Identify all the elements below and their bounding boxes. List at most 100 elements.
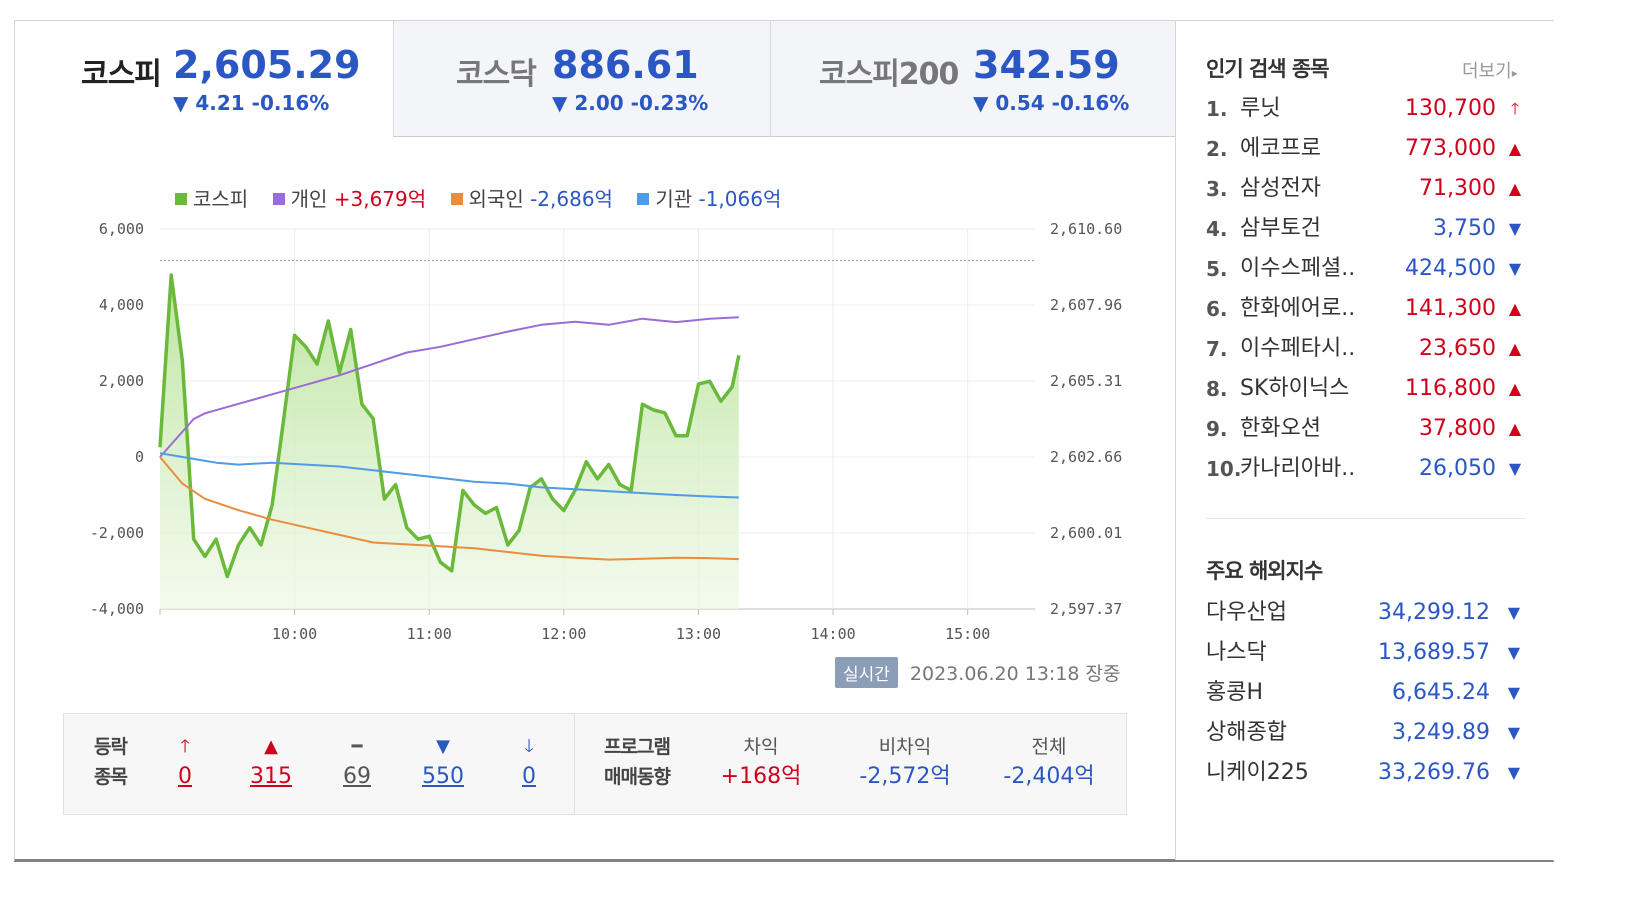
stock-name: 삼부토건: [1240, 216, 1321, 241]
up-arrow-icon: ▲: [1508, 179, 1522, 198]
down-arrow-icon: ▼: [436, 736, 450, 757]
program-value: -2,572억: [859, 764, 951, 789]
popular-stock-row[interactable]: 6. 한화에어로.. 141,300 ▲: [1206, 289, 1526, 329]
stock-name: 카나리아바..: [1240, 456, 1356, 481]
overseas-index-row[interactable]: 홍콩H 6,645.24 ▼: [1206, 673, 1526, 713]
market-widget: 코스피 2,605.29 ▼ 4.21 -0.16% 코스닥 886.61 ▼ …: [14, 20, 1554, 862]
upper-limit-icon: 🡑: [1510, 99, 1520, 118]
popular-stock-row[interactable]: 5. 이수스페셜.. 424,500 ▼: [1206, 249, 1526, 289]
popular-stock-row[interactable]: 8. SK하이닉스 116,800 ▲: [1206, 369, 1526, 409]
legend-value: +3,679억: [333, 187, 427, 211]
stock-name: 삼성전자: [1240, 176, 1321, 201]
stock-name: 한화에어로..: [1240, 296, 1356, 321]
stock-price: 26,050: [1419, 456, 1496, 481]
breadth-count[interactable]: 🡑 0: [150, 732, 220, 792]
overseas-index-row[interactable]: 니케이225 33,269.76 ▼: [1206, 753, 1526, 793]
tab-kosdaq[interactable]: 코스닥 886.61 ▼ 2.00 -0.23%: [393, 21, 770, 137]
index-value: 3,249.89: [1392, 720, 1490, 745]
right-tick-label: 2,605.31: [1050, 372, 1122, 390]
popular-stock-row[interactable]: 2. 에코프로 773,000 ▲: [1206, 129, 1526, 169]
index-name: 다우산업: [1206, 600, 1287, 625]
up-arrow-icon: ▲: [1508, 419, 1522, 438]
popular-stock-row[interactable]: 3. 삼성전자 71,300 ▲: [1206, 169, 1526, 209]
popular-stock-row[interactable]: 10. 카나리아바.. 26,050 ▼: [1206, 449, 1526, 489]
up-arrow-icon: ▲: [1508, 139, 1522, 158]
overseas-index-row[interactable]: 다우산업 34,299.12 ▼: [1206, 593, 1526, 633]
x-tick-label: 10:00: [272, 625, 317, 643]
up-arrow-icon: ▲: [1508, 339, 1522, 358]
stock-name: 한화오션: [1240, 416, 1321, 441]
rank-number: 1.: [1206, 97, 1228, 121]
rank-number: 6.: [1206, 297, 1228, 321]
program-head: 비차익: [878, 736, 932, 758]
timestamp-text: 2023.06.20 13:18 장중: [909, 663, 1121, 685]
program-value: +168억: [720, 764, 802, 789]
stock-price: 116,800: [1405, 376, 1496, 401]
overseas-title: 주요 해외지수: [1206, 559, 1323, 583]
x-tick-label: 15:00: [945, 625, 990, 643]
rank-number: 8.: [1206, 377, 1228, 401]
program-head: 차익: [743, 736, 779, 758]
program-label-1: 프로그램: [604, 736, 671, 758]
popular-stock-row[interactable]: 9. 한화오션 37,800 ▲: [1206, 409, 1526, 449]
tab-name: 코스닥: [456, 57, 537, 92]
program-head: 전체: [1031, 736, 1067, 758]
market-summary: 등락 종목 🡑 0 ▲ 315 ━ 69 ▼ 550 🡓 0 프로그램 매매동향 차익 +168억 비…: [63, 713, 1127, 815]
up-arrow-icon: ▲: [264, 736, 278, 757]
stock-price: 23,650: [1419, 336, 1496, 361]
breadth-count-value: 0: [178, 764, 192, 789]
x-tick-label: 12:00: [541, 625, 586, 643]
tab-kospi200[interactable]: 코스피200 342.59 ▼ 0.54 -0.16%: [770, 21, 1175, 137]
series-area-코스피: [160, 275, 739, 609]
popular-stock-row[interactable]: 1. 루닛 130,700 🡑: [1206, 89, 1526, 129]
overseas-index-row[interactable]: 상해종합 3,249.89 ▼: [1206, 713, 1526, 753]
overseas-index-row[interactable]: 나스닥 13,689.57 ▼: [1206, 633, 1526, 673]
program-label-2: 매매동향: [604, 766, 671, 788]
index-value: 33,269.76: [1378, 760, 1490, 785]
stock-price: 141,300: [1405, 296, 1496, 321]
index-name: 니케이225: [1206, 760, 1309, 785]
breadth-label-2: 종목: [94, 766, 128, 788]
down-arrow-icon: ▼: [1508, 219, 1522, 238]
breadth-count-value: 550: [422, 764, 464, 789]
tab-kospi[interactable]: 코스피 2,605.29 ▼ 4.21 -0.16%: [15, 21, 393, 137]
intraday-chart: 6,000 2,610.60 4,000 2,607.96 2,000 2,605.31 0…: [90, 220, 1122, 643]
tab-change: ▼ 2.00 -0.23%: [552, 91, 709, 115]
breadth-count[interactable]: 🡓 0: [494, 732, 564, 792]
more-label: 더보기: [1462, 61, 1512, 82]
breadth-count[interactable]: ▲ 315: [236, 732, 306, 792]
popular-title: 인기 검색 종목: [1206, 57, 1330, 81]
rank-number: 5.: [1206, 257, 1228, 281]
more-link[interactable]: 더보기▸: [1462, 57, 1518, 83]
breadth-label: 등락 종목: [94, 732, 128, 792]
popular-stock-row[interactable]: 7. 이수페타시.. 23,650 ▲: [1206, 329, 1526, 369]
popular-stock-row[interactable]: 4. 삼부토건 3,750 ▼: [1206, 209, 1526, 249]
index-name: 상해종합: [1206, 720, 1287, 745]
divider: [574, 714, 575, 814]
flat-icon: ━: [351, 736, 363, 757]
breadth-count-value: 69: [343, 764, 371, 789]
stock-name: 에코프로: [1240, 136, 1321, 161]
breadth-count[interactable]: ▼ 550: [408, 732, 478, 792]
down-arrow-icon: ▼: [1507, 723, 1520, 742]
rank-number: 10.: [1206, 457, 1242, 481]
breadth-count[interactable]: ━ 69: [322, 732, 392, 792]
up-arrow-icon: ▲: [1508, 379, 1522, 398]
legend-kospi[interactable]: 코스피: [175, 183, 248, 212]
x-tick-label: 14:00: [810, 625, 855, 643]
legend-individual[interactable]: 개인 +3,679억: [272, 183, 427, 212]
legend-institution[interactable]: 기관 -1,066억: [637, 183, 781, 212]
chevron-right-icon: ▸: [1511, 66, 1518, 80]
left-tick-label: -4,000: [90, 600, 144, 618]
stock-name: 이수페타시..: [1240, 336, 1356, 361]
down-arrow-icon: ▼: [1507, 763, 1520, 782]
index-value: 6,645.24: [1392, 680, 1490, 705]
rank-number: 2.: [1206, 137, 1228, 161]
legend-label: 기관: [655, 187, 693, 211]
legend-foreign[interactable]: 외국인 -2,686억: [450, 183, 613, 212]
series-line-기관: [159, 452, 739, 499]
lower-limit-icon: 🡓: [524, 736, 534, 757]
stock-name: 루닛: [1240, 96, 1281, 121]
tab-value: 342.59: [973, 43, 1120, 87]
index-name: 홍콩H: [1206, 680, 1264, 705]
